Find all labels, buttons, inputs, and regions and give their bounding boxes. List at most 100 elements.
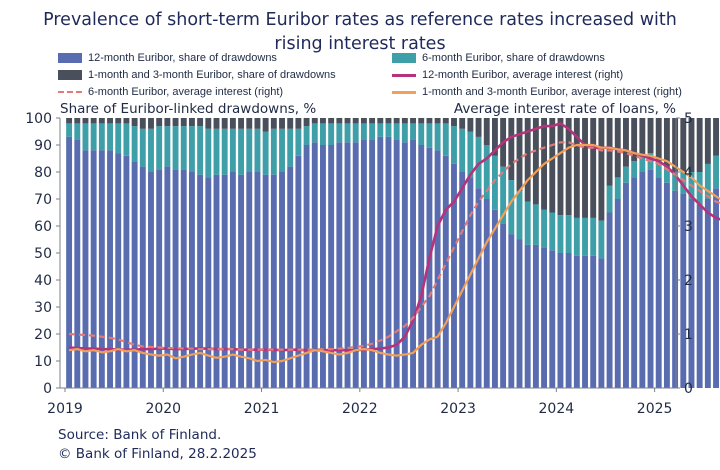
bar-series-0-10 [148,172,154,388]
bar-series-2-52 [491,118,498,156]
left-tick-label: 80 [34,165,52,181]
bar-series-0-31 [320,145,326,388]
left-tick-label: 20 [34,327,52,343]
bar-series-2-41 [401,118,408,124]
bar-series-1-62 [573,217,580,256]
bar-series-2-49 [467,118,474,132]
bar-series-1-74 [672,172,679,191]
bar-series-0-68 [623,182,629,388]
bar-series-2-31 [320,118,326,124]
bar-series-2-79 [713,118,719,156]
left-tick-label: 90 [34,138,52,154]
bar-series-0-4 [98,150,105,388]
x-tick-label: 2021 [244,401,280,417]
bar-series-0-65 [598,258,605,388]
bar-series-2-44 [426,118,433,124]
bar-series-0-57 [532,244,539,388]
bar-series-1-54 [508,180,515,235]
bar-series-1-51 [483,145,490,199]
legend-label: 1-month and 3-month Euribor, average int… [422,86,682,98]
bar-series-2-61 [565,118,572,216]
bar-series-0-36 [360,139,367,388]
bar-series-1-59 [549,212,556,251]
bar-series-0-79 [713,188,719,388]
bar-series-1-78 [704,163,711,199]
bar-series-0-64 [590,255,597,388]
bar-series-1-11 [156,126,163,170]
bar-series-0-56 [524,244,531,388]
bar-series-0-27 [287,166,294,388]
legend-line [58,91,82,93]
chart-title-line-2: rising interest rates [274,34,446,54]
bar-series-0-39 [385,136,392,388]
bar-series-1-18 [213,128,220,175]
bar-series-1-3 [90,123,97,151]
bar-series-0-15 [188,172,195,388]
bar-series-2-78 [704,118,711,164]
bar-series-2-20 [229,118,236,129]
bar-series-0-50 [475,188,482,388]
bar-series-2-60 [557,118,564,216]
bar-series-2-21 [238,118,245,129]
right-tick-label: 0 [684,381,693,397]
legend-item-1m3m-share: 1-month and 3-month Euribor, share of dr… [58,69,336,81]
line-series-2 [68,143,720,364]
legend-item-6m-rate: 6-month Euribor, average interest (right… [58,86,283,98]
legend-line [392,90,416,94]
bar-series-2-13 [172,118,179,127]
bar-series-0-53 [500,223,507,388]
bar-series-2-22 [246,118,253,129]
bar-series-2-5 [107,118,113,124]
bar-series-0-44 [426,147,433,388]
left-tick-label: 70 [34,192,52,208]
bar-series-1-5 [107,123,113,151]
bar-series-1-64 [590,217,597,256]
bar-series-0-49 [467,177,474,388]
bar-series-1-55 [516,190,523,240]
bar-series-1-10 [148,128,154,172]
bar-series-2-9 [139,118,146,129]
bar-series-1-61 [565,215,572,253]
bar-series-1-22 [246,128,253,172]
bar-series-0-26 [279,172,285,388]
bar-series-2-26 [279,118,285,129]
bar-series-1-38 [377,123,384,137]
bar-series-0-58 [541,247,548,388]
bar-series-2-48 [459,118,466,129]
bar-series-2-36 [360,118,367,124]
bar-series-0-18 [213,174,220,388]
bar-series-0-67 [614,199,621,388]
bar-series-0-7 [123,155,130,388]
bar-series-2-55 [516,118,523,191]
x-tick-label: 2022 [342,401,378,417]
legend-item-12m-share: 12-month Euribor, share of drawdowns [58,52,277,64]
bar-series-0-45 [434,150,441,388]
bar-series-2-64 [590,118,597,218]
bar-series-2-43 [418,118,425,124]
bar-series-1-68 [623,166,629,183]
bar-series-1-42 [410,123,416,140]
bar-series-1-66 [606,185,613,213]
bar-series-2-51 [483,118,490,145]
bar-series-1-41 [401,123,408,143]
bar-series-1-2 [82,123,89,151]
bar-series-1-40 [393,123,400,140]
left-tick-label: 100 [25,111,52,127]
left-tick-label: 30 [34,300,52,316]
right-tick-label: 5 [684,111,693,127]
bar-series-2-56 [524,118,531,202]
bar-series-0-9 [139,166,146,388]
bar-series-0-63 [582,255,588,388]
bar-series-2-34 [344,118,351,124]
bar-series-1-13 [172,126,179,170]
left-tick-label: 60 [34,219,52,235]
bar-series-1-37 [369,123,376,140]
bar-series-2-73 [663,118,670,167]
bar-series-2-59 [549,118,556,213]
bar-series-1-47 [451,126,457,164]
bar-series-2-4 [98,118,105,124]
bar-series-2-17 [205,118,212,129]
bar-series-0-22 [246,172,253,388]
bar-series-1-77 [696,172,703,205]
